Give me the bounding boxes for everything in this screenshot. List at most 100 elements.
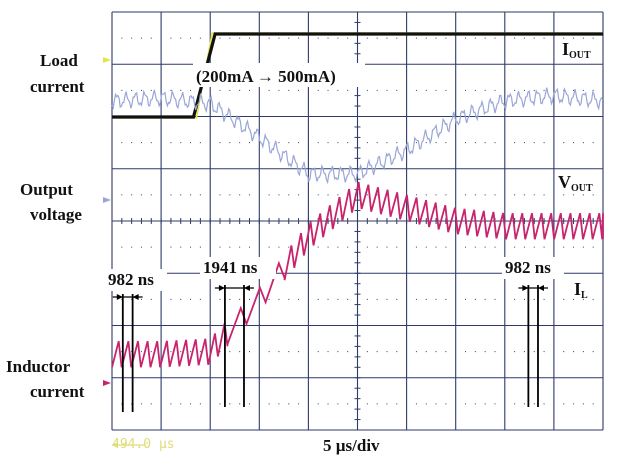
grid-dot — [268, 246, 270, 248]
grid-dot — [484, 142, 486, 144]
grid-dot — [347, 89, 349, 91]
grid-dot — [140, 142, 142, 144]
grid-dot — [268, 89, 270, 91]
inductor-current-label-line2: current — [30, 382, 85, 401]
grid-dot — [465, 89, 467, 91]
grid-dot — [229, 142, 231, 144]
grid-dot — [366, 194, 368, 196]
grid-dot — [425, 246, 427, 248]
grid-dot — [376, 246, 378, 248]
grid-dot — [484, 37, 486, 39]
ch2-level-marker — [103, 197, 111, 203]
grid-dot — [543, 194, 545, 196]
grid-dot — [484, 194, 486, 196]
grid-dot — [582, 298, 584, 300]
grid-dot — [592, 298, 594, 300]
grid-dot — [347, 403, 349, 405]
grid-dot — [150, 403, 152, 405]
grid-dot — [229, 37, 231, 39]
grid-dot — [396, 142, 398, 144]
grid-dot — [573, 194, 575, 196]
grid-dot — [465, 246, 467, 248]
grid-dot — [219, 37, 221, 39]
grid-dot — [514, 351, 516, 353]
grid-dot — [199, 142, 201, 144]
grid-dot — [484, 246, 486, 248]
grid-dot — [484, 403, 486, 405]
grid-dot — [131, 298, 133, 300]
arrow-head — [522, 285, 529, 291]
grid-dot — [170, 89, 172, 91]
grid-dot — [582, 89, 584, 91]
iout-label: IOUT — [562, 39, 591, 61]
grid-dot — [121, 37, 123, 39]
grid-dot — [268, 37, 270, 39]
grid-dot — [573, 403, 575, 405]
grid-dot — [131, 351, 133, 353]
grid-dot — [396, 37, 398, 39]
grid-dot — [386, 403, 388, 405]
grid-dot — [435, 142, 437, 144]
grid-dot — [484, 351, 486, 353]
grid-dot — [131, 403, 133, 405]
grid-dot — [219, 89, 221, 91]
grid-dot — [298, 89, 300, 91]
grid-dot — [190, 351, 192, 353]
grid-dot — [465, 351, 467, 353]
grid-dot — [199, 351, 201, 353]
grid-dot — [523, 351, 525, 353]
grid-dot — [435, 351, 437, 353]
grid-dot — [229, 351, 231, 353]
grid-dot — [140, 298, 142, 300]
grid-dot — [415, 246, 417, 248]
grid-dot — [248, 37, 250, 39]
grid-dot — [563, 403, 565, 405]
grid-dot — [366, 403, 368, 405]
grid-dot — [199, 246, 201, 248]
grid-dot — [150, 298, 152, 300]
grid-dot — [278, 246, 280, 248]
grid-dot — [121, 298, 123, 300]
grid-dot — [317, 89, 319, 91]
grid-dot — [278, 89, 280, 91]
grid-dot — [376, 298, 378, 300]
grid-dot — [396, 89, 398, 91]
grid-dot — [170, 298, 172, 300]
grid-dot — [140, 403, 142, 405]
grid-dot — [514, 89, 516, 91]
grid-dot — [435, 194, 437, 196]
grid-dot — [582, 246, 584, 248]
grid-dot — [288, 142, 290, 144]
grid-dot — [445, 37, 447, 39]
grid-dot — [465, 403, 467, 405]
grid-dot — [239, 194, 241, 196]
grid-dot — [327, 351, 329, 353]
grid-dot — [592, 403, 594, 405]
grid-dot — [248, 351, 250, 353]
grid-dot — [317, 194, 319, 196]
grid-dot — [337, 351, 339, 353]
grid-dot — [573, 37, 575, 39]
grid-dot — [140, 351, 142, 353]
grid-dot — [474, 351, 476, 353]
grid-dot — [317, 403, 319, 405]
grid-dot — [523, 246, 525, 248]
grid-dot — [327, 89, 329, 91]
grid-dot — [190, 37, 192, 39]
grid-dot — [376, 89, 378, 91]
grid-dot — [190, 298, 192, 300]
grid-dot — [288, 403, 290, 405]
grid-dot — [366, 142, 368, 144]
load-step-label: (200mA → 500mA) — [196, 67, 336, 86]
arrow-head — [116, 294, 123, 300]
grid-dot — [425, 194, 427, 196]
grid-dot — [131, 37, 133, 39]
grid-dot — [465, 298, 467, 300]
grid-dot — [396, 351, 398, 353]
grid-dot — [494, 142, 496, 144]
grid-dot — [582, 403, 584, 405]
grid-dot — [474, 403, 476, 405]
grid-dot — [415, 298, 417, 300]
grid-dot — [582, 194, 584, 196]
grid-dot — [347, 246, 349, 248]
